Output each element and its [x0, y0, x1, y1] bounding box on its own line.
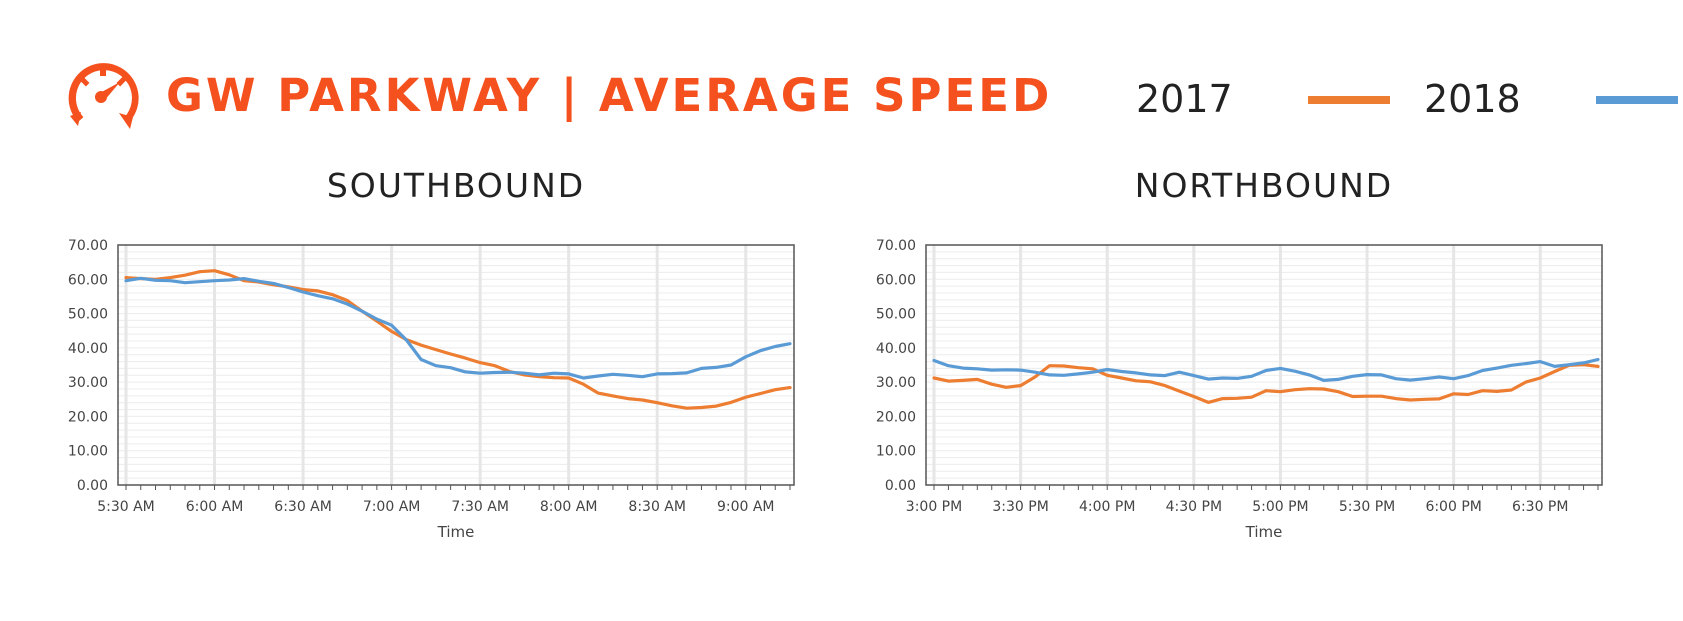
y-tick-label: 20.00 [876, 409, 916, 425]
x-axis-label: Time [1245, 523, 1283, 541]
legend-swatch-2017 [1308, 96, 1390, 104]
x-tick-label: 4:30 PM [1166, 499, 1222, 515]
legend-label: 2018 [1424, 77, 1521, 121]
x-tick-label: 6:00 PM [1425, 499, 1481, 515]
x-tick-label: 8:00 AM [540, 499, 598, 515]
x-tick-label: 4:00 PM [1079, 499, 1135, 515]
chart-title: NORTHBOUND [1135, 166, 1393, 205]
x-tick-label: 7:30 AM [451, 499, 509, 515]
legend-label: 2017 [1136, 77, 1233, 121]
legend-item-2017: 2017 [1136, 76, 1401, 122]
y-tick-label: 70.00 [68, 238, 108, 254]
x-tick-label: 3:30 PM [992, 499, 1048, 515]
y-tick-label: 30.00 [876, 375, 916, 391]
x-tick-label: 5:00 PM [1252, 499, 1308, 515]
legend-item-2018: 2018 [1424, 76, 1683, 122]
x-tick-label: 5:30 PM [1339, 499, 1395, 515]
x-tick-label: 3:00 PM [906, 499, 962, 515]
plot-frame [925, 244, 1603, 486]
page-title: GW PARKWAY | AVERAGE SPEED [166, 69, 1053, 122]
legend-swatch-2018 [1596, 96, 1678, 104]
x-axis-label: Time [437, 523, 475, 541]
page-header: GW PARKWAY | AVERAGE SPEED 2017 2018 [62, 56, 1678, 136]
x-tick-label: 7:00 AM [363, 499, 421, 515]
x-tick-label: 6:30 AM [274, 499, 332, 515]
y-tick-label: 40.00 [68, 341, 108, 357]
southbound-chart: SOUTHBOUND 0.00 10.00 20.00 30.00 40.00 50.00 6… [68, 166, 795, 541]
y-tick-label: 40.00 [876, 341, 916, 357]
series-line-2017 [124, 269, 792, 410]
series-line-2018 [124, 276, 792, 380]
x-tick-label: 8:30 AM [628, 499, 686, 515]
y-tick-label: 50.00 [68, 307, 108, 323]
y-tick-label: 50.00 [876, 307, 916, 323]
series-line-2017 [932, 363, 1600, 404]
y-tick-label: 60.00 [68, 272, 108, 288]
speedometer-icon [68, 63, 139, 129]
x-tick-label: 6:30 PM [1512, 499, 1568, 515]
y-tick-label: 0.00 [77, 478, 108, 494]
y-tick-label: 0.00 [885, 478, 916, 494]
series-line-2018 [932, 357, 1600, 382]
chart-title: SOUTHBOUND [327, 166, 585, 205]
y-tick-label: 30.00 [68, 375, 108, 391]
x-tick-label: 9:00 AM [717, 499, 775, 515]
y-tick-label: 60.00 [876, 272, 916, 288]
plot-frame [117, 244, 795, 486]
y-tick-label: 10.00 [876, 444, 916, 460]
y-tick-label: 20.00 [68, 409, 108, 425]
y-tick-label: 70.00 [876, 238, 916, 254]
y-tick-label: 10.00 [68, 444, 108, 460]
x-tick-label: 5:30 AM [97, 499, 155, 515]
northbound-chart: NORTHBOUND 0.00 10.00 20.00 30.00 40.00 50.00 6… [876, 166, 1603, 541]
x-tick-label: 6:00 AM [186, 499, 244, 515]
